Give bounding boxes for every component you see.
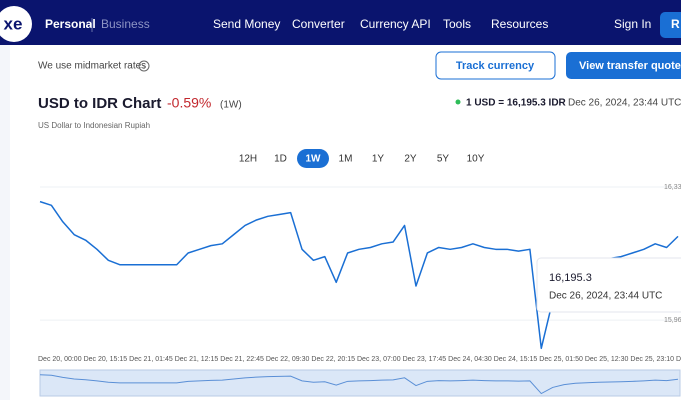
period-button[interactable]: 12H xyxy=(239,154,257,165)
period-button[interactable]: 1D xyxy=(274,154,287,165)
logo-badge[interactable] xyxy=(0,6,32,42)
nav-link[interactable]: Send Money xyxy=(213,17,280,31)
nav-link[interactable]: Resources xyxy=(491,17,548,31)
period-button[interactable]: 5Y xyxy=(437,154,450,165)
nav-link[interactable]: Currency API xyxy=(360,17,431,31)
rate-time: Dec 26, 2024, 23:44 UTC xyxy=(568,98,681,109)
tooltip-time: Dec 26, 2024, 23:44 UTC xyxy=(549,291,662,302)
x-tick-label: Dec 20, 15:15 xyxy=(84,356,128,363)
x-tick-label: Dec 20, 00:00 xyxy=(38,356,82,363)
nav-business[interactable]: Business xyxy=(101,17,150,31)
change: -0.59% xyxy=(167,95,211,111)
register-label[interactable]: R xyxy=(671,17,680,31)
card xyxy=(10,45,681,400)
change-period: (1W) xyxy=(220,100,242,111)
tooltip-value: 16,195.3 xyxy=(549,272,592,284)
y-tick-label: 16,330 xyxy=(664,184,681,191)
period-button[interactable]: 1W xyxy=(306,154,322,165)
y-tick-label: 15,967 xyxy=(664,317,681,324)
x-tick-label: Dec 25, 23:10 xyxy=(630,356,674,363)
quote-label[interactable]: View transfer quote xyxy=(579,60,681,72)
notice: We use midmarket rates xyxy=(38,61,146,72)
x-tick-label: Dec 21, 01:45 xyxy=(129,356,173,363)
period-button[interactable]: 2Y xyxy=(404,154,417,165)
x-tick-label: Dec 21, 12:15 xyxy=(175,356,219,363)
info-icon[interactable] xyxy=(138,60,150,72)
quote-button[interactable] xyxy=(566,52,681,79)
navigator-line xyxy=(39,374,679,395)
nav-sign-in[interactable]: Sign In xyxy=(614,17,651,31)
chart-subtitle: US Dollar to Indonesian Rupiah xyxy=(38,121,150,130)
register-button[interactable] xyxy=(660,12,681,38)
x-tick-label: Dec 24, 15:15 xyxy=(494,356,538,363)
x-tick-label: Dec 25, 12:30 xyxy=(585,356,629,363)
period-active[interactable] xyxy=(297,149,329,168)
live-dot xyxy=(455,99,461,105)
chart-title: USD to IDR Chart xyxy=(38,95,161,112)
tooltip xyxy=(536,257,681,313)
logo[interactable]: xe xyxy=(4,14,23,33)
track-label[interactable]: Track currency xyxy=(456,60,535,72)
navbar xyxy=(0,0,681,45)
info-icon-glyph: i xyxy=(143,64,145,71)
nav-personal[interactable]: Personal xyxy=(45,17,96,31)
period-button[interactable]: 1Y xyxy=(372,154,385,165)
track-button[interactable] xyxy=(435,51,556,80)
rate: 1 USD = 16,195.3 IDR xyxy=(466,98,567,109)
x-tick-label: Dec 22, 20:15 xyxy=(311,356,355,363)
x-tick-label: Dec 23, 17:45 xyxy=(403,356,447,363)
period-button[interactable]: 10Y xyxy=(467,154,485,165)
x-tick-label: Dec 21, 22:45 xyxy=(220,356,264,363)
x-tick-label: Dec 26, 23:44 xyxy=(676,356,681,363)
period-button[interactable]: 1M xyxy=(339,154,353,165)
nav-link[interactable]: Tools xyxy=(443,17,471,31)
x-tick-label: Dec 23, 07:00 xyxy=(357,356,401,363)
x-tick-label: Dec 22, 09:30 xyxy=(266,356,310,363)
nav-link[interactable]: Converter xyxy=(292,17,345,31)
x-tick-label: Dec 24, 04:30 xyxy=(448,356,492,363)
x-tick-label: Dec 25, 01:50 xyxy=(539,356,583,363)
